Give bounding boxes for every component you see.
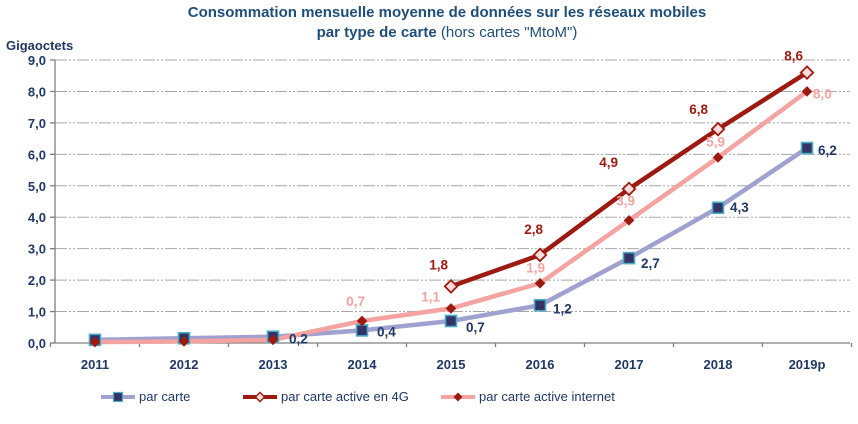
data-point-label: 2,7 [641, 256, 660, 271]
data-point-label: 1,9 [526, 260, 545, 275]
chart-legend: par carte par carte active en 4G par carte… [0, 389, 858, 413]
data-point-marker [445, 303, 457, 314]
x-tick-label: 2018 [704, 357, 733, 372]
y-tick-label: 6,0 [28, 147, 46, 162]
data-point-marker [444, 314, 458, 328]
data-point-label: 4,9 [599, 155, 618, 170]
x-tick-label: 2015 [437, 357, 466, 372]
data-point-label: 0,7 [346, 294, 365, 309]
x-tick-label: 2012 [170, 357, 199, 372]
y-tick-label: 8,0 [28, 84, 46, 99]
chart-title-line2: par type de carte (hors cartes "MtoM") [40, 23, 854, 43]
legend-label: par carte active en 4G [281, 389, 409, 404]
legend-item-par-carte: par carte [100, 389, 190, 404]
data-point-marker [801, 86, 813, 97]
y-tick-label: 3,0 [28, 242, 46, 257]
data-point-marker [89, 336, 101, 348]
data-point-marker [267, 334, 279, 346]
legend-swatch-icon [243, 390, 277, 403]
y-tick-label: 1,0 [28, 305, 46, 320]
data-point-label: 0,2 [289, 332, 308, 347]
data-point-marker [711, 201, 725, 215]
legend-label: par carte [139, 389, 191, 404]
data-point-marker [622, 251, 636, 265]
y-tick-label: 5,0 [28, 179, 46, 194]
data-point-marker [621, 181, 637, 197]
legend-swatch-icon [441, 392, 475, 401]
data-point-marker [532, 247, 548, 263]
data-point-label: 4,3 [730, 200, 749, 215]
y-axis-title: Gigaoctets [6, 38, 74, 53]
data-point-marker [623, 215, 635, 226]
data-point-label: 8,6 [784, 49, 803, 64]
data-point-label: 3,9 [616, 193, 635, 208]
y-tick-label: 9,0 [28, 53, 46, 68]
chart-title-line2-note: (hors cartes "MtoM") [436, 24, 578, 41]
chart-title-line1: Consommation mensuelle moyenne de donnée… [187, 4, 707, 21]
x-tick-label: 2019p [789, 357, 826, 372]
legend-item-par-carte-active-internet: par carte active internet [440, 389, 615, 404]
data-point-label: 1,8 [429, 257, 448, 272]
data-point-marker [443, 278, 459, 294]
data-point-marker [178, 336, 190, 347]
data-point-marker [799, 65, 815, 81]
data-point-label: 8,0 [813, 86, 832, 101]
y-tick-label: 0,0 [28, 336, 46, 351]
legend-item-par-carte-active-en-4g: par carte active en 4G [242, 389, 409, 404]
data-point-label: 1,1 [421, 289, 440, 304]
legend-label: par carte active internet [479, 389, 615, 404]
x-tick-label: 2016 [526, 357, 555, 372]
data-point-marker [356, 315, 368, 327]
data-point-label: 2,8 [524, 222, 543, 237]
data-point-marker [355, 324, 369, 337]
x-tick-label: 2014 [348, 357, 378, 372]
data-point-label: 1,2 [553, 301, 572, 316]
data-point-label: 0,4 [377, 324, 396, 339]
chart-title-line2-bold: par type de carte [316, 24, 437, 41]
y-tick-label: 4,0 [28, 210, 46, 225]
data-point-marker [712, 152, 724, 163]
chart-title: Consommation mensuelle moyenne de donnée… [40, 3, 854, 43]
y-tick-label: 2,0 [28, 273, 46, 288]
x-tick-label: 2017 [615, 357, 644, 372]
data-point-label: 5,9 [706, 134, 725, 149]
data-point-marker [533, 298, 547, 312]
x-tick-label: 2011 [81, 357, 109, 372]
data-point-marker [710, 121, 726, 137]
x-tick-label: 2013 [259, 357, 288, 372]
data-point-label: 6,2 [818, 143, 837, 158]
y-tick-label: 7,0 [28, 116, 46, 131]
data-point-marker [534, 277, 546, 289]
data-point-marker [800, 141, 814, 155]
legend-swatch-icon [101, 391, 135, 402]
data-point-label: 6,8 [689, 102, 708, 117]
data-point-label: 0,7 [466, 320, 485, 335]
